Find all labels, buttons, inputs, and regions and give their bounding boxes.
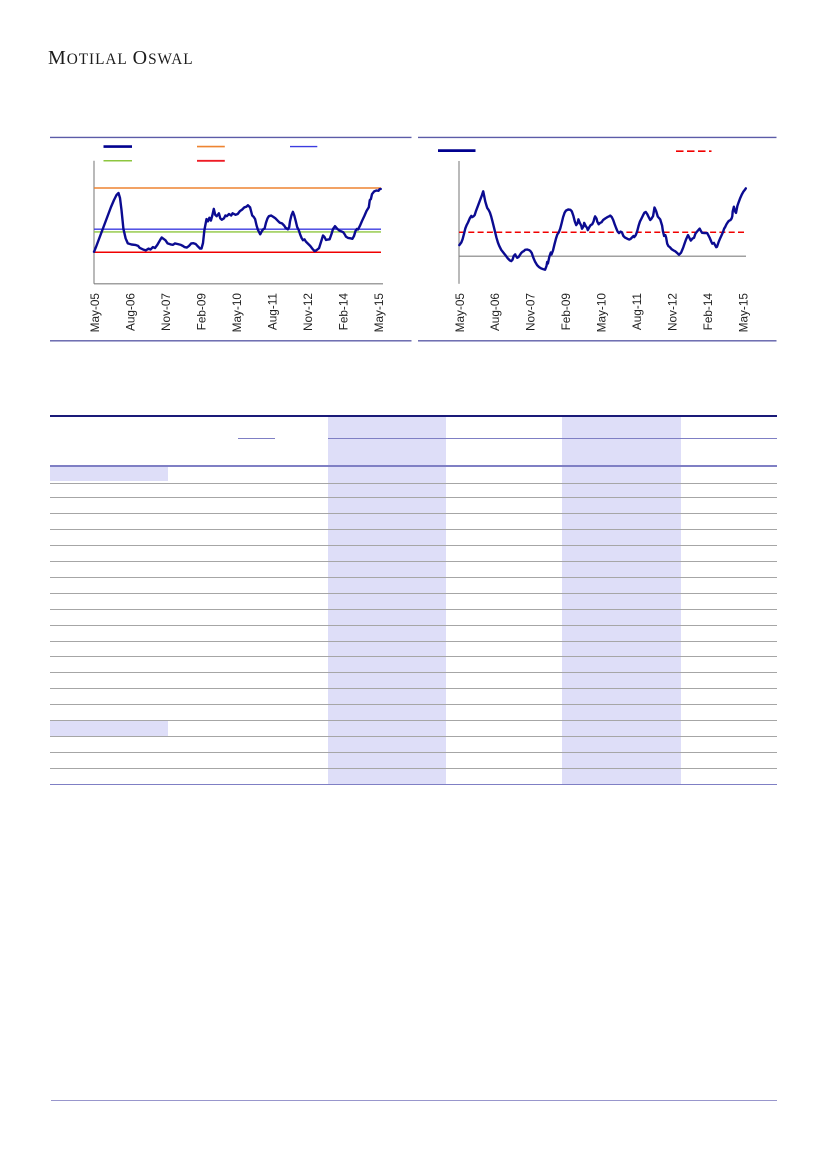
svg-text:Aug-11: Aug-11 <box>266 293 280 330</box>
svg-text:May-05: May-05 <box>88 293 102 333</box>
svg-text:Aug-06: Aug-06 <box>124 293 138 331</box>
svg-text:May-15: May-15 <box>372 293 386 333</box>
svg-text:Feb-14: Feb-14 <box>701 293 715 331</box>
svg-text:May-10: May-10 <box>595 293 609 333</box>
svg-text:Aug-06: Aug-06 <box>488 293 502 331</box>
svg-text:Nov-12: Nov-12 <box>666 293 680 331</box>
svg-text:May-05: May-05 <box>453 293 467 333</box>
svg-text:May-15: May-15 <box>736 293 750 333</box>
svg-text:Feb-09: Feb-09 <box>195 293 209 330</box>
svg-text:Nov-07: Nov-07 <box>159 293 173 331</box>
svg-text:May-10: May-10 <box>230 293 244 333</box>
svg-text:Feb-09: Feb-09 <box>559 293 573 330</box>
svg-text:Aug-11: Aug-11 <box>630 293 644 330</box>
svg-text:Nov-12: Nov-12 <box>301 293 315 331</box>
svg-text:Feb-14: Feb-14 <box>337 293 351 331</box>
svg-text:Nov-07: Nov-07 <box>524 293 538 331</box>
